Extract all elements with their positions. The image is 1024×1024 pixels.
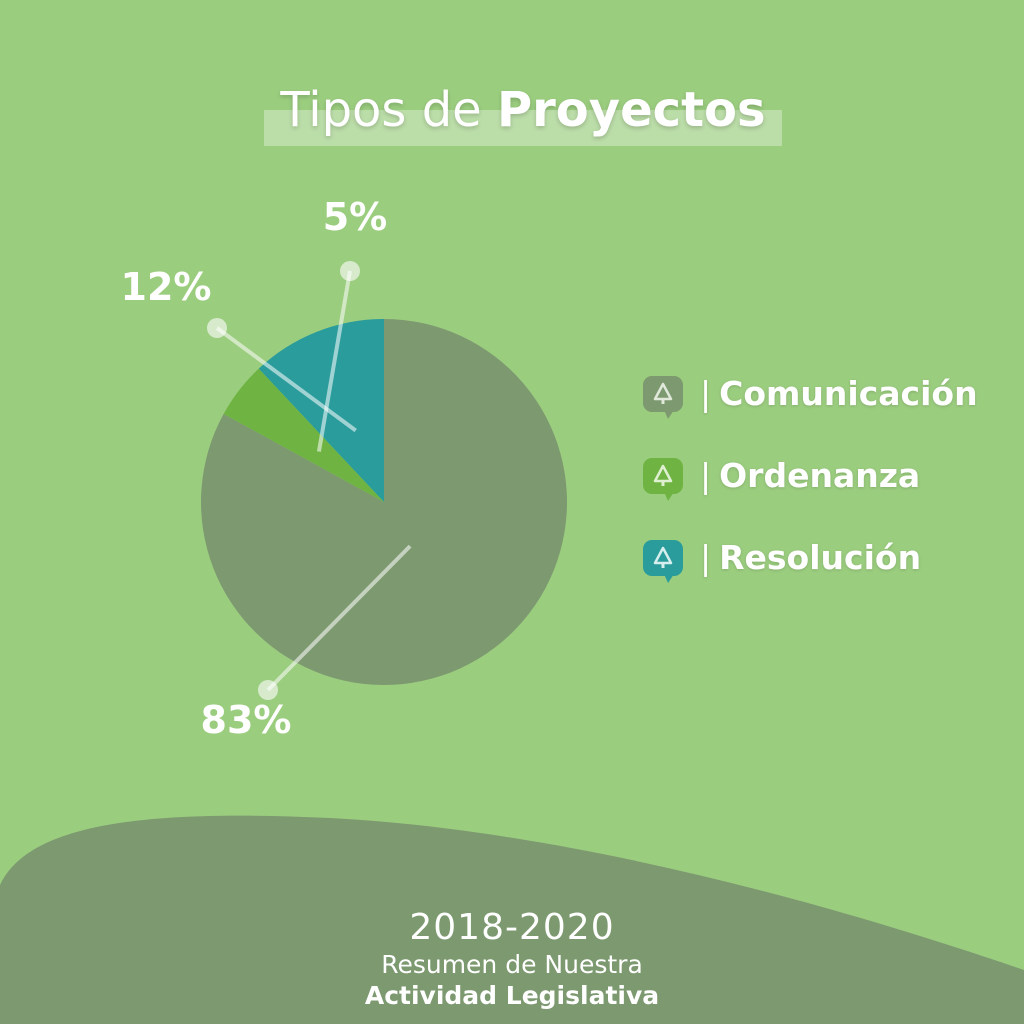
- leader-line-comunicación: [266, 544, 412, 692]
- legend-item-resolucion: | Resolución: [640, 536, 1000, 618]
- title-text: Tipos de Proyectos: [264, 80, 782, 140]
- pie-slice-resolución: [258, 319, 384, 502]
- legend-separator: |: [700, 538, 712, 577]
- footer-main: Actividad Legislativa: [364, 981, 660, 1010]
- pie-slice-ordenanza: [223, 368, 384, 502]
- title-emphasis: Proyectos: [496, 82, 766, 138]
- title-prefix: Tipos de: [280, 82, 482, 138]
- legend-item-comunicacion: | Comunicación: [640, 372, 1000, 454]
- speech-bubble-tree-icon: [640, 536, 686, 586]
- leader-dot-ordenanza: [340, 261, 360, 281]
- value-label-ordenanza: 5%: [323, 195, 388, 239]
- footer-band: [0, 815, 1024, 1024]
- legend-label: Comunicación: [719, 374, 978, 413]
- footer: 2018-2020 Resumen de Nuestra Actividad L…: [300, 905, 724, 1013]
- footer-years: 2018-2020: [409, 907, 615, 948]
- chart-title: Tipos de Proyectos: [264, 80, 784, 150]
- speech-bubble-tree-icon: [640, 372, 686, 422]
- speech-bubble-tree-icon: [640, 454, 686, 504]
- legend-separator: |: [700, 374, 712, 413]
- footer-subtitle: Resumen de Nuestra: [381, 950, 643, 979]
- title-highlight-bar: [264, 110, 782, 146]
- leader-line-ordenanza: [316, 270, 352, 452]
- value-label-resolución: 12%: [121, 265, 212, 309]
- legend: | Comunicación | Ordenanza | Resolución: [640, 372, 1000, 618]
- value-label-comunicación: 83%: [201, 698, 292, 742]
- pie-slice-comunicación: [201, 319, 568, 685]
- leader-dot-comunicación: [258, 680, 278, 700]
- legend-label: Ordenanza: [719, 456, 921, 495]
- leader-dot-resolución: [207, 318, 227, 338]
- legend-separator: |: [700, 456, 712, 495]
- leader-line-resolución: [215, 326, 357, 433]
- legend-label: Resolución: [719, 538, 922, 577]
- legend-item-ordenanza: | Ordenanza: [640, 454, 1000, 536]
- pie-chart: 83% 5% 12%: [121, 195, 568, 742]
